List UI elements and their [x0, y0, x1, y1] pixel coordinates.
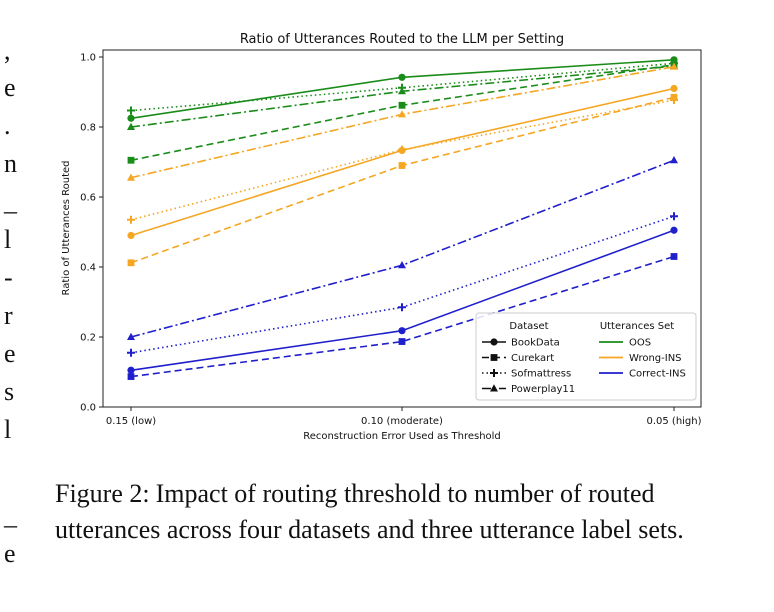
- legend-title-set: Utterances Set: [600, 321, 674, 332]
- y-axis-label: Ratio of Utterances Routed: [61, 161, 72, 296]
- series-bookdata-correct-ins: [127, 226, 678, 374]
- data-point: [670, 62, 678, 70]
- y-tick-label: 0.8: [80, 123, 96, 134]
- margin-fragment: .: [4, 111, 11, 140]
- legend-item-dataset: BookData: [482, 338, 560, 349]
- data-point: [398, 261, 406, 269]
- data-point: [127, 373, 135, 380]
- data-point: [398, 338, 406, 345]
- figure: Ratio of Utterances Routed to the LLM pe…: [61, 32, 702, 442]
- legend-marker: [490, 384, 498, 392]
- legend-marker: [490, 354, 498, 361]
- x-tick-label: 0.15 (low): [106, 416, 156, 427]
- data-point: [398, 87, 406, 95]
- margin-fragment: s: [4, 377, 15, 406]
- series-powerplay11-wrong-ins: [127, 62, 678, 181]
- margin-fragment: e: [4, 339, 16, 368]
- data-point: [127, 332, 135, 340]
- data-point: [670, 212, 678, 221]
- margin-fragment: e: [4, 539, 16, 568]
- previous-column-fragment: , e. n _ l - r e s l _ e: [0, 0, 30, 612]
- legend-item-set: Wrong-INS: [599, 353, 682, 364]
- legend: Dataset Utterances Set BookData Curekart S…: [475, 312, 697, 401]
- data-point: [127, 122, 135, 130]
- data-point: [127, 173, 135, 181]
- data-point: [127, 231, 135, 240]
- x-tick-label: 0.05 (high): [646, 416, 701, 427]
- data-point: [127, 259, 135, 267]
- legend-title-dataset: Dataset: [509, 321, 548, 332]
- caption-text: Impact of routing threshold to number of…: [55, 479, 684, 544]
- y-tick-label: 0.2: [80, 333, 96, 344]
- margin-fragment: e: [4, 73, 16, 102]
- legend-item-set: Correct-INS: [599, 369, 686, 380]
- margin-fragment: r: [4, 301, 13, 330]
- series-line-curekart-wrong-ins: [130, 96, 675, 264]
- y-tick-label: 0.6: [80, 193, 96, 204]
- legend-label: Powerplay11: [511, 384, 575, 395]
- y-tick-label: 0.4: [80, 263, 96, 274]
- legend-item-dataset: Sofmattress: [482, 369, 571, 380]
- legend-item-set: OOS: [599, 338, 651, 349]
- line-chart: Ratio of Utterances Routed to the LLM pe…: [61, 32, 702, 442]
- margin-fragment: -: [4, 263, 13, 292]
- series-curekart-correct-ins: [127, 253, 678, 380]
- series-sofmattress-wrong-ins: [127, 96, 678, 224]
- x-tick-label: 0.10 (moderate): [361, 416, 443, 427]
- margin-fragment: _: [4, 501, 17, 530]
- series-layer: [127, 56, 678, 380]
- data-point: [398, 145, 406, 154]
- data-point: [127, 366, 135, 374]
- series-line-curekart-correct-ins: [130, 255, 675, 378]
- series-sofmattress-correct-ins: [127, 212, 678, 357]
- figure-caption: Figure 2: Impact of routing threshold to …: [55, 476, 745, 548]
- series-curekart-wrong-ins: [127, 93, 678, 267]
- data-point: [398, 162, 406, 169]
- series-line-bookdata-wrong-ins: [130, 87, 675, 237]
- legend-label: OOS: [629, 338, 651, 349]
- series-powerplay11-correct-ins: [127, 156, 678, 340]
- data-point: [127, 215, 135, 224]
- legend-label: Curekart: [511, 353, 554, 364]
- x-axis: 0.15 (low) 0.10 (moderate) 0.05 (high): [106, 407, 702, 427]
- margin-fragment: l: [4, 415, 12, 444]
- data-point: [398, 73, 406, 81]
- data-point: [127, 106, 135, 115]
- data-point: [670, 84, 678, 93]
- data-point: [398, 303, 406, 312]
- legend-marker: [490, 338, 498, 346]
- legend-label: Wrong-INS: [629, 353, 682, 364]
- data-point: [670, 226, 678, 234]
- margin-fragment: l: [4, 225, 12, 254]
- margin-fragment: _: [4, 187, 17, 216]
- series-powerplay11-oos: [127, 61, 678, 130]
- legend-box: [475, 312, 697, 401]
- data-point: [670, 253, 678, 260]
- series-line-powerplay11-wrong-ins: [130, 66, 675, 179]
- data-point: [670, 156, 678, 164]
- y-tick-label: 1.0: [80, 53, 96, 64]
- legend-item-dataset: Curekart: [482, 353, 554, 364]
- legend-label: Sofmattress: [511, 369, 571, 380]
- y-tick-label: 0.0: [80, 403, 96, 414]
- caption-label: Figure 2:: [55, 479, 150, 508]
- data-point: [670, 96, 678, 105]
- margin-fragment: ,: [4, 36, 11, 65]
- data-point: [398, 110, 406, 118]
- series-line-sofmattress-oos: [130, 62, 675, 112]
- y-axis: 0.0 0.2 0.4 0.6 0.8 1.0: [80, 53, 103, 414]
- x-axis-label: Reconstruction Error Used as Threshold: [303, 431, 501, 442]
- chart-title: Ratio of Utterances Routed to the LLM pe…: [240, 32, 564, 47]
- margin-fragment: n: [4, 149, 17, 178]
- legend-marker: [490, 369, 498, 377]
- legend-label: Correct-INS: [629, 369, 686, 380]
- legend-item-dataset: Powerplay11: [482, 384, 575, 395]
- data-point: [398, 327, 406, 335]
- data-point: [398, 101, 406, 109]
- data-point: [127, 156, 135, 164]
- legend-label: BookData: [511, 338, 560, 349]
- data-point: [127, 348, 135, 357]
- data-point: [127, 114, 135, 122]
